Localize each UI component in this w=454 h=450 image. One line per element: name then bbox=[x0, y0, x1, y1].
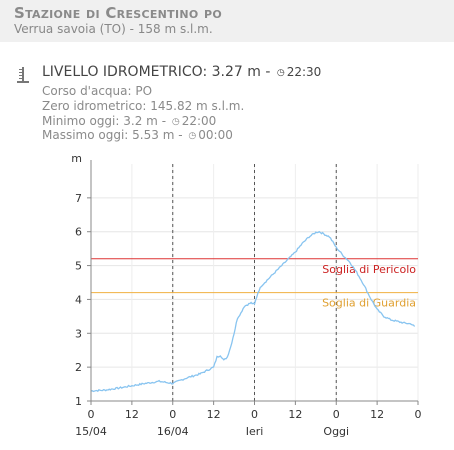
zero-label: Zero idrometrico: bbox=[42, 99, 147, 113]
y-tick-label: 7 bbox=[75, 192, 82, 205]
y-tick-label: 4 bbox=[75, 293, 82, 306]
y-tick-label: 5 bbox=[75, 260, 82, 273]
x-tick-label: 0 bbox=[251, 408, 258, 421]
zero-row: Zero idrometrico: 145.82 m s.l.m. bbox=[42, 99, 244, 113]
x-tick-label: 12 bbox=[288, 408, 302, 421]
river-label: Corso d'acqua: bbox=[42, 84, 132, 98]
y-tick-label: 2 bbox=[75, 361, 82, 374]
x-tick-label: 12 bbox=[207, 408, 221, 421]
clock-icon: ◷ bbox=[276, 68, 285, 78]
clock-icon: ◷ bbox=[171, 117, 180, 127]
x-tick-label: 12 bbox=[370, 408, 384, 421]
level-time: 22:30 bbox=[286, 65, 322, 79]
y-tick-label: 1 bbox=[75, 395, 82, 408]
station-subtitle: Verrua savoia (TO) - 158 m s.l.m. bbox=[14, 22, 213, 36]
max-row: Massimo oggi: 5.53 m - ◷ 00:00 bbox=[42, 128, 233, 142]
min-row: Minimo oggi: 3.2 m - ◷ 22:00 bbox=[42, 114, 217, 128]
y-tick-label: 6 bbox=[75, 226, 82, 239]
threshold-label: Soglia di Guardia bbox=[322, 297, 416, 310]
clock-icon: ◷ bbox=[188, 131, 197, 141]
x-day-label: 16/04 bbox=[157, 425, 189, 438]
x-day-label: 15/04 bbox=[75, 425, 107, 438]
max-value: 5.53 m bbox=[132, 128, 175, 142]
level-label: LIVELLO IDROMETRICO: bbox=[42, 64, 208, 80]
max-time: 00:00 bbox=[198, 128, 233, 142]
water-gauge-icon bbox=[17, 67, 29, 83]
max-label: Massimo oggi: bbox=[42, 128, 129, 142]
y-tick-label: 3 bbox=[75, 327, 82, 340]
x-day-label: Oggi bbox=[323, 425, 349, 438]
level-reading: LIVELLO IDROMETRICO: 3.27 m - ◷ 22:30 bbox=[42, 64, 322, 80]
threshold-label: Soglia di Pericolo bbox=[322, 263, 416, 276]
min-time: 22:00 bbox=[181, 114, 217, 128]
x-tick-label: 0 bbox=[415, 408, 422, 421]
x-tick-label: 0 bbox=[88, 408, 95, 421]
zero-value: 145.82 m s.l.m. bbox=[150, 99, 245, 113]
x-tick-label: 0 bbox=[333, 408, 340, 421]
y-axis-label: m bbox=[71, 152, 82, 165]
river-row: Corso d'acqua: PO bbox=[42, 84, 152, 98]
x-day-label: Ieri bbox=[246, 425, 264, 438]
min-label: Minimo oggi: bbox=[42, 114, 120, 128]
min-value: 3.2 m bbox=[123, 114, 158, 128]
water-level-series-line bbox=[90, 230, 416, 393]
station-header: Stazione di Crescentino po Verrua savoia… bbox=[0, 0, 454, 42]
level-value: 3.27 m bbox=[211, 64, 261, 80]
river-value: PO bbox=[135, 84, 153, 98]
x-tick-label: 12 bbox=[125, 408, 139, 421]
x-tick-label: 0 bbox=[169, 408, 176, 421]
station-title: Stazione di Crescentino po bbox=[14, 4, 223, 22]
